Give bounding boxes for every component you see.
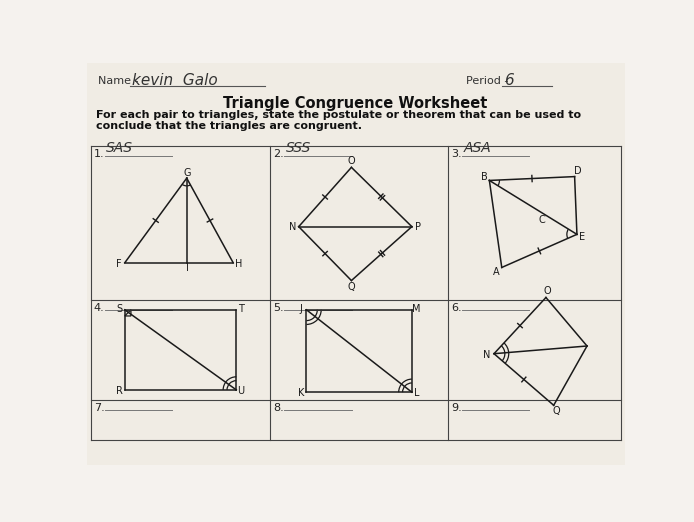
Text: M: M [412,304,421,314]
Text: F: F [117,258,122,269]
Text: ASA: ASA [464,141,491,155]
Text: 5.: 5. [273,303,284,313]
Text: C: C [539,215,545,224]
Text: P: P [415,222,421,232]
Text: Name -: Name - [98,77,138,87]
Text: L: L [414,388,419,398]
Text: R: R [116,386,123,396]
Text: N: N [289,222,296,232]
Text: B: B [482,172,488,182]
Text: N: N [483,350,491,360]
Text: T: T [238,304,244,314]
Text: kevin  Galo: kevin Galo [132,74,217,88]
Text: G: G [184,168,192,178]
Text: SAS: SAS [106,141,133,155]
Text: 1.: 1. [94,149,104,159]
Polygon shape [87,63,625,465]
Text: U: U [237,386,244,396]
Text: conclude that the triangles are congruent.: conclude that the triangles are congruen… [96,121,362,131]
Text: 7.: 7. [94,403,105,413]
Text: Q: Q [348,282,355,292]
Text: 6: 6 [504,74,514,88]
Text: 9.: 9. [451,403,462,413]
Text: O: O [543,287,551,296]
Text: 2.: 2. [273,149,285,159]
Text: 8.: 8. [273,403,285,413]
Text: O: O [348,156,355,166]
Text: 3.: 3. [451,149,462,159]
Text: J: J [300,304,303,314]
Text: SSS: SSS [286,141,311,155]
Text: A: A [493,267,500,277]
Text: 6.: 6. [451,303,462,313]
Text: Q: Q [552,407,560,417]
Text: H: H [235,258,242,269]
Text: K: K [298,388,304,398]
Text: 4.: 4. [94,303,105,313]
Text: S: S [116,304,122,314]
Text: Triangle Congruence Worksheet: Triangle Congruence Worksheet [223,96,488,111]
Text: Period -: Period - [466,77,509,87]
Text: For each pair to triangles, state the postulate or theorem that can be used to: For each pair to triangles, state the po… [96,110,581,121]
Text: D: D [574,166,582,176]
Text: E: E [579,232,584,242]
Text: I: I [186,263,189,273]
